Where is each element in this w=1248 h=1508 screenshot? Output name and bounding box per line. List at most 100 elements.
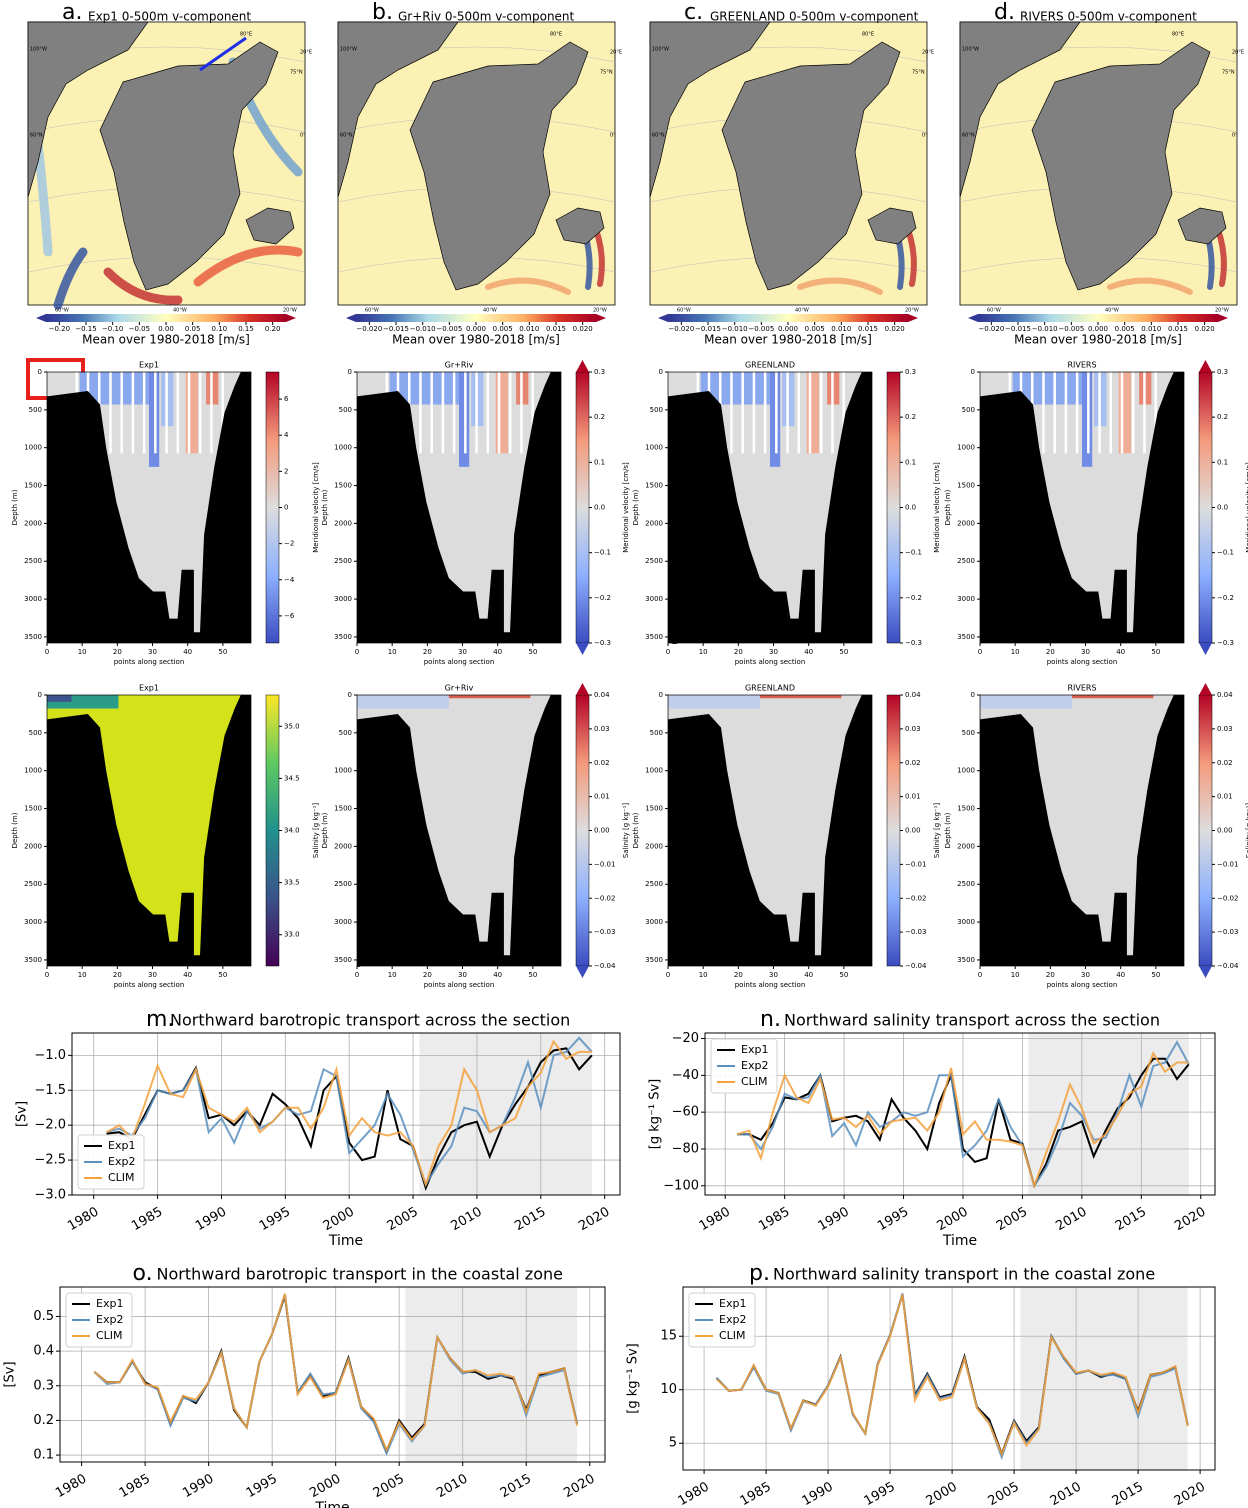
x-tick-label: 0 bbox=[355, 648, 359, 656]
column-gap bbox=[430, 372, 433, 454]
y-tick-label: 0.3 bbox=[33, 1378, 54, 1393]
y-tick-label: 500 bbox=[339, 729, 352, 737]
colorbar-tick-label: −0.015 bbox=[1005, 325, 1031, 333]
x-tick-label: 2020 bbox=[561, 1472, 597, 1502]
map-anomaly bbox=[53, 247, 88, 310]
y-axis-label: Depth (m) bbox=[632, 812, 640, 848]
x-tick-label: 0 bbox=[666, 971, 670, 979]
panel-letter: b. bbox=[372, 0, 393, 25]
iceland bbox=[1177, 207, 1227, 245]
x-tick-label: 30 bbox=[1081, 971, 1090, 979]
x-tick-label: 20 bbox=[734, 971, 743, 979]
x-tick-label: 2010 bbox=[1053, 1205, 1089, 1235]
colorbar-extend bbox=[576, 643, 589, 655]
surface-anomaly bbox=[357, 695, 449, 709]
colorbar-tick-label: 35.0 bbox=[284, 722, 300, 730]
colorbar-tick-label: −0.05 bbox=[129, 325, 150, 333]
x-tick-label: 10 bbox=[388, 971, 397, 979]
column-gap bbox=[808, 372, 812, 454]
x-tick-label: 2015 bbox=[498, 1472, 534, 1502]
map-label: 0° bbox=[922, 133, 928, 139]
colorbar-tick-label: 0.020 bbox=[573, 325, 593, 333]
x-tick-label: 20 bbox=[113, 648, 122, 656]
map-label: 20°W bbox=[905, 308, 919, 314]
bathymetry bbox=[980, 695, 1184, 966]
x-tick-label: 1980 bbox=[697, 1205, 733, 1235]
colorbar-tick-label: −0.03 bbox=[594, 928, 615, 936]
y-tick-label: −60 bbox=[672, 1105, 699, 1120]
colorbar-tick-label: 0.20 bbox=[265, 325, 281, 333]
panel-title: Exp1 bbox=[139, 684, 159, 693]
panel-title: Gr+Riv 0-500m v-component bbox=[398, 10, 575, 24]
x-tick-label: 40 bbox=[1116, 648, 1125, 656]
series-line bbox=[736, 1051, 1189, 1190]
y-tick-label: 0 bbox=[38, 368, 42, 376]
x-tick-label: 10 bbox=[78, 971, 87, 979]
y-tick-label: 10 bbox=[660, 1382, 677, 1397]
map-label: 40°W bbox=[1105, 308, 1119, 314]
colorbar-tick-label: −0.010 bbox=[722, 325, 748, 333]
y-tick-label: −80 bbox=[672, 1141, 699, 1156]
iceland bbox=[867, 207, 917, 245]
map-label: 60°N bbox=[652, 133, 665, 139]
column-gap bbox=[1143, 372, 1146, 454]
colorbar-tick-label: 0.1 bbox=[594, 458, 605, 466]
colorbar-tick-label: 0.005 bbox=[805, 325, 825, 333]
colorbar-extend bbox=[658, 314, 668, 322]
plot-frame bbox=[979, 371, 1185, 644]
panel-title: GREENLAND 0-500m v-component bbox=[710, 10, 919, 24]
x-tick-label: 1995 bbox=[862, 1480, 898, 1508]
x-tick-label: 2020 bbox=[1172, 1205, 1208, 1235]
x-tick-label: 20 bbox=[113, 971, 122, 979]
colorbar-tick-label: −0.02 bbox=[594, 894, 615, 902]
x-tick-label: 2015 bbox=[1110, 1480, 1146, 1508]
x-axis-label: Time bbox=[328, 1233, 363, 1249]
colorbar-tick-label: −4 bbox=[284, 576, 295, 584]
panel-letter: d. bbox=[994, 0, 1015, 25]
plot-frame bbox=[667, 694, 873, 967]
x-tick-label: 2000 bbox=[935, 1205, 971, 1235]
y-tick-label: 2000 bbox=[24, 842, 42, 850]
x-axis-label: Time bbox=[942, 1233, 977, 1249]
y-tick-label: 1000 bbox=[645, 767, 663, 775]
column-gap bbox=[842, 372, 845, 454]
legend-label: CLIM bbox=[741, 1075, 768, 1088]
y-tick-label: 0 bbox=[971, 368, 975, 376]
colorbar bbox=[265, 371, 280, 644]
x-tick-label: 2015 bbox=[1113, 1205, 1149, 1235]
colorbar-tick-label: −0.01 bbox=[594, 860, 615, 868]
y-tick-label: 0.1 bbox=[33, 1448, 54, 1463]
x-tick-label: 1990 bbox=[800, 1480, 836, 1508]
colorbar-tick-label: 0.3 bbox=[1217, 368, 1228, 376]
colorbar-tick-label: 0.00 bbox=[594, 827, 610, 835]
y-axis-label: Depth (m) bbox=[11, 489, 19, 525]
y-tick-label: 5 bbox=[669, 1436, 677, 1451]
x-tick-label: 1980 bbox=[65, 1205, 101, 1235]
y-tick-label: 2000 bbox=[645, 519, 663, 527]
y-tick-label: 3500 bbox=[957, 633, 975, 641]
column-gap bbox=[176, 372, 180, 454]
land bbox=[649, 21, 771, 198]
x-tick-label: 2010 bbox=[434, 1472, 470, 1502]
colorbar-label: Mean over 1980-2018 [m/s] bbox=[704, 333, 872, 347]
y-tick-label: −1.5 bbox=[34, 1083, 66, 1098]
colorbar-extend bbox=[908, 314, 918, 322]
column-gap bbox=[797, 372, 801, 454]
x-tick-label: 2010 bbox=[449, 1205, 485, 1235]
x-tick-label: 30 bbox=[769, 971, 778, 979]
map-label: 100°W bbox=[962, 47, 979, 53]
colorbar-tick-label: −0.020 bbox=[668, 325, 694, 333]
y-tick-label: −3.0 bbox=[34, 1188, 66, 1203]
colorbar-tick-label: 0.0 bbox=[1217, 504, 1228, 512]
panel-letter: a. bbox=[62, 0, 82, 25]
map-anomaly bbox=[103, 267, 183, 305]
panel-title: Northward barotropic transport in the co… bbox=[157, 1265, 563, 1284]
x-tick-label: 2005 bbox=[371, 1472, 407, 1502]
y-tick-label: 500 bbox=[29, 406, 42, 414]
y-tick-label: 500 bbox=[339, 406, 352, 414]
map-label: 100°W bbox=[652, 47, 669, 53]
colorbar-tick-label: −0.20 bbox=[49, 325, 70, 333]
column-gap bbox=[131, 372, 135, 454]
bathymetry bbox=[47, 372, 251, 643]
